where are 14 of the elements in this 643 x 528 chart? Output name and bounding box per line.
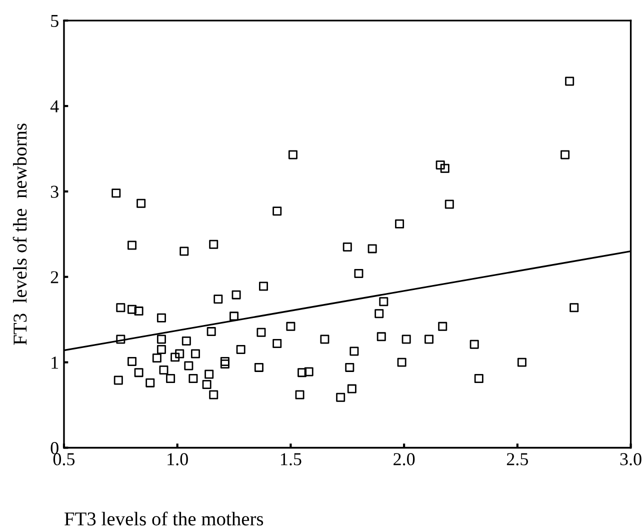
x-tick-label: 0.5 <box>53 453 75 466</box>
y-tick-label: 2 <box>50 271 58 284</box>
x-tick-label: 1.0 <box>168 453 188 466</box>
y-tick-label: 5 <box>51 15 58 28</box>
x-tick-label: 3.0 <box>620 453 642 466</box>
x-tick-label: 2.5 <box>506 453 528 466</box>
x-tick-label: 1.5 <box>281 453 302 466</box>
y-tick-label: 0 <box>50 442 58 454</box>
y-axis-title: FT3 levels of the newborns <box>12 124 27 345</box>
x-axis-title: FT3 levels of the mothers <box>64 512 264 526</box>
x-tick-label: 2.0 <box>394 453 415 466</box>
y-tick-label: 1 <box>52 356 58 369</box>
y-tick-label: 3 <box>50 186 58 198</box>
y-tick-label: 4 <box>50 100 59 112</box>
